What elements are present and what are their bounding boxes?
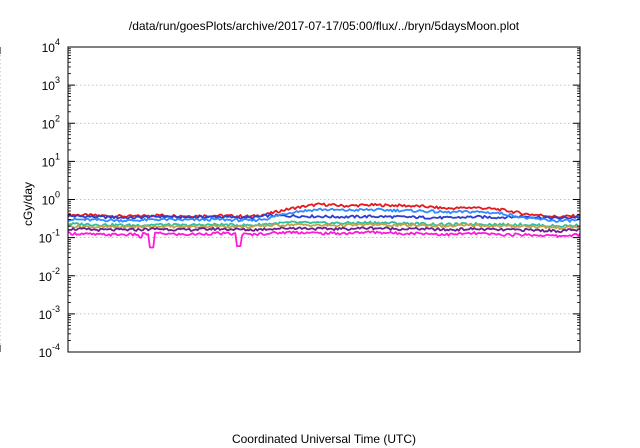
y-tick-label: 102	[42, 113, 60, 131]
y-tick-label: 10-1	[39, 228, 60, 246]
chart-title: /data/run/goesPlots/archive/2017-07-17/0…	[129, 19, 520, 33]
series-line-4	[67, 220, 581, 228]
series-line-7	[67, 230, 581, 249]
y-axis: 10-4 10-3 10-2 10-1 100 101 102 103 104	[39, 37, 580, 360]
y-tick-label: 103	[42, 75, 60, 93]
series-line-2	[67, 213, 581, 221]
y-axis-title: cGy/day	[21, 182, 35, 226]
y-tick-label: 10-3	[39, 304, 60, 322]
y-tick-label: 10-2	[39, 266, 60, 284]
series-line-6	[67, 226, 581, 234]
y-tick-label: 104	[42, 37, 60, 55]
series-line-3	[67, 207, 580, 223]
y-tick-label: 10-4	[39, 342, 60, 360]
series-layer	[67, 202, 581, 249]
series-line-5	[67, 222, 581, 231]
x-axis-title: Coordinated Universal Time (UTC)	[232, 432, 416, 446]
y-tick-label: 100	[42, 190, 60, 208]
y-tick-label: 101	[42, 151, 60, 169]
grid	[0, 47, 580, 352]
